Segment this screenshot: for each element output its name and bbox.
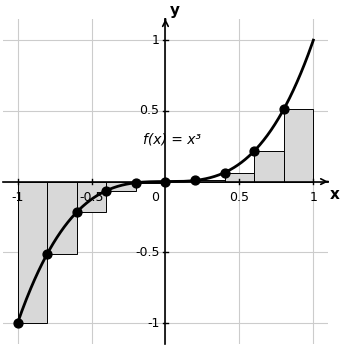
Point: [192, 178, 198, 183]
Point: [133, 180, 139, 186]
Text: -0.5: -0.5: [79, 192, 104, 204]
Text: x: x: [330, 187, 340, 202]
Bar: [225, 172, 254, 181]
Bar: [106, 181, 136, 191]
Point: [222, 170, 227, 175]
Text: 1: 1: [152, 34, 160, 46]
Bar: [77, 181, 106, 212]
Bar: [47, 181, 77, 254]
Text: y: y: [170, 2, 180, 18]
Text: -1: -1: [147, 316, 160, 330]
Text: 0: 0: [152, 192, 160, 204]
Point: [74, 209, 79, 215]
Point: [15, 320, 20, 326]
Bar: [17, 181, 47, 323]
Point: [44, 251, 50, 257]
Bar: [284, 109, 313, 181]
Text: -0.5: -0.5: [135, 246, 160, 259]
Text: 0.5: 0.5: [229, 192, 249, 204]
Text: 1: 1: [310, 192, 317, 204]
Bar: [195, 180, 225, 181]
Point: [281, 107, 287, 112]
Bar: [136, 181, 166, 183]
Bar: [254, 151, 284, 181]
Text: f(x) = x³: f(x) = x³: [143, 132, 201, 146]
Point: [104, 188, 109, 193]
Text: 0.5: 0.5: [140, 104, 160, 117]
Text: -1: -1: [11, 192, 24, 204]
Point: [251, 148, 257, 154]
Point: [163, 179, 168, 184]
